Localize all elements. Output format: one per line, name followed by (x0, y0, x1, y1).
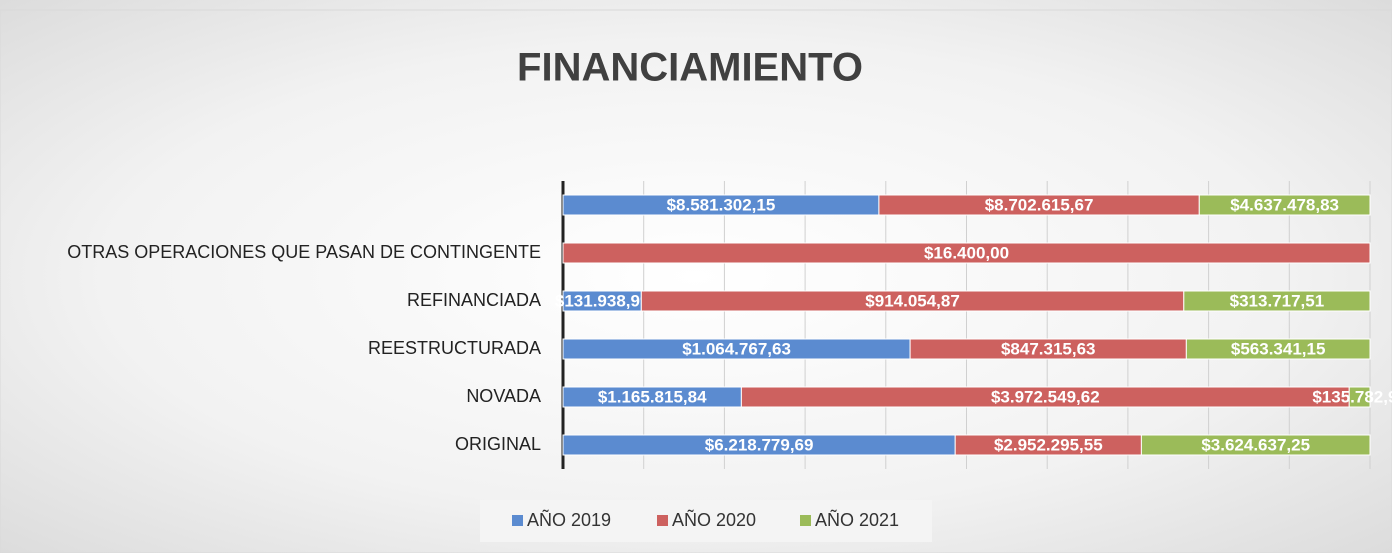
y-tick-label: OTRAS OPERACIONES QUE PASAN DE CONTINGEN… (67, 242, 541, 262)
legend-swatch (657, 515, 668, 526)
legend-label: AÑO 2021 (815, 509, 899, 530)
data-label: $3.972.549,62 (991, 387, 1100, 406)
data-label: $8.581.302,15 (667, 195, 776, 214)
data-label: $1.064.767,63 (682, 339, 791, 358)
bar-segment (1185, 338, 1371, 360)
data-label: $8.702.615,67 (985, 195, 1094, 214)
chart-border (0, 9, 1392, 553)
y-tick-label: ORIGINAL (455, 434, 541, 454)
y-tick-label: REFINANCIADA (407, 290, 541, 310)
bar-segment (1198, 194, 1371, 216)
data-label: $563.341,15 (1231, 339, 1326, 358)
y-tick-label: REESTRUCTURADA (368, 338, 541, 358)
data-label: $1.165.815,84 (598, 387, 707, 406)
bar-segment (1183, 290, 1371, 312)
legend-label: AÑO 2020 (672, 509, 756, 530)
legend-label: AÑO 2019 (527, 509, 611, 530)
chart-title: FINANCIAMIENTO (517, 46, 863, 90)
data-label: $16.400,00 (924, 243, 1009, 262)
data-label: $131.938,99 (555, 291, 650, 310)
data-label: $3.624.637,25 (1201, 435, 1310, 454)
data-label: $135.782,92 (1312, 387, 1392, 406)
legend-swatch (800, 515, 811, 526)
legend-box (480, 500, 932, 542)
bar-segment (1348, 386, 1371, 408)
data-label: $313.717,51 (1230, 291, 1325, 310)
legend-swatch (512, 515, 523, 526)
data-label: $847.315,63 (1001, 339, 1096, 358)
data-label: $6.218.779,69 (705, 435, 814, 454)
bar-segment (562, 242, 1371, 264)
data-label: $2.952.295,55 (994, 435, 1103, 454)
y-tick-label: NOVADA (466, 386, 541, 406)
data-label: $914.054,87 (865, 291, 960, 310)
bar-segment (1140, 434, 1371, 456)
data-label: $4.637.478,83 (1230, 195, 1339, 214)
